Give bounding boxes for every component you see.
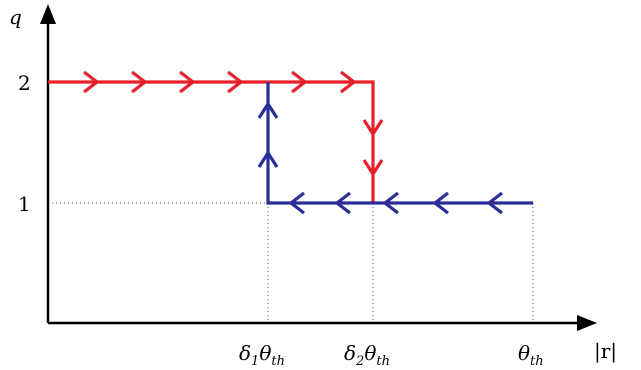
lower-path-line: [266, 82, 533, 205]
y-tick-label-1: 1: [18, 192, 31, 216]
upper-path: [48, 70, 384, 203]
y-axis-label: q: [9, 5, 22, 29]
theta-symbol: θ: [518, 341, 530, 365]
theta-subscript: th: [271, 354, 285, 369]
left-arrow-icon: [432, 191, 449, 215]
delta-symbol: δ: [344, 341, 356, 365]
right-arrow-icon: [340, 70, 357, 94]
lower-path: [257, 82, 533, 215]
right-arrow-icon: [227, 70, 244, 94]
left-arrow-icon: [486, 191, 503, 215]
guide-lines: [48, 202, 534, 323]
right-arrow-icon: [291, 70, 308, 94]
y-axis-arrowhead: [40, 4, 56, 24]
left-arrow-icon: [288, 191, 305, 215]
down-arrow-icon: [362, 159, 384, 177]
upper-path-line: [48, 80, 375, 203]
delta-subscript: 1: [251, 354, 259, 369]
x-axis-label: |r|: [594, 339, 617, 364]
delta-subscript: 2: [355, 354, 364, 369]
y-tick-label-2: 2: [18, 71, 31, 95]
right-arrow-icon: [83, 70, 100, 94]
theta-symbol: θ: [364, 341, 376, 365]
x-tick-label-delta2-theta: δ2θth: [344, 341, 390, 369]
right-arrow-icon: [179, 70, 196, 94]
axes: [46, 18, 583, 325]
x-tick-label-delta1-theta: δ1θth: [239, 341, 285, 369]
delta-symbol: δ: [239, 341, 251, 365]
theta-subscript: th: [376, 354, 390, 369]
x-axis-arrowhead: [577, 315, 597, 331]
left-arrow-icon: [382, 191, 399, 215]
down-arrow-icon: [362, 119, 384, 137]
x-tick-label-theta: θth: [518, 341, 544, 369]
left-arrow-icon: [334, 191, 351, 215]
right-arrow-icon: [131, 70, 148, 94]
theta-subscript: th: [530, 354, 544, 369]
theta-symbol: θ: [259, 341, 271, 365]
up-arrow-icon: [257, 101, 279, 119]
up-arrow-icon: [257, 150, 279, 168]
